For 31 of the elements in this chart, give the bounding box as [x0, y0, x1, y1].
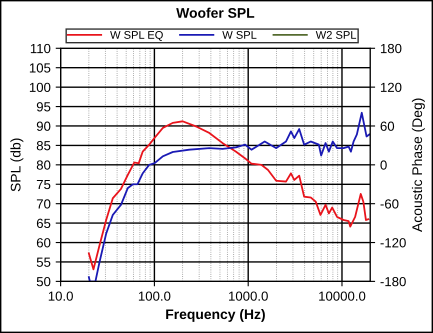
y-tick-label: 55: [36, 258, 50, 267]
y2-tick-label: 120: [380, 82, 402, 92]
x-tick-label: 1000.0: [229, 291, 268, 301]
y-tick-label: 85: [36, 140, 50, 150]
legend-label: W SPL: [222, 31, 256, 39]
y-tick-label: 70: [36, 199, 50, 209]
y2-axis-title: Acoustic Phase (Deg): [412, 98, 425, 232]
x-tick-label: 10.0: [48, 291, 73, 301]
y2-tick-label: 60: [380, 122, 394, 131]
chart-title: Woofer SPL: [176, 8, 254, 18]
y-tick-label: 80: [36, 160, 50, 170]
y-tick-label: 90: [36, 122, 50, 131]
y-tick-label: 65: [36, 218, 50, 228]
x-tick-label: 10000.0: [319, 291, 366, 301]
x-tick-label: 100.0: [138, 291, 170, 301]
y-tick-label: 100: [30, 82, 50, 92]
y-axis-title: SPL (db): [10, 138, 24, 192]
y2-tick-label: -120: [380, 238, 406, 248]
legend-label: W2 SPL: [316, 31, 356, 39]
y-tick-label: 95: [36, 102, 50, 112]
legend-label: W SPL EQ: [110, 31, 163, 41]
y2-tick-label: 180: [380, 44, 402, 54]
y-tick-label: 60: [36, 238, 50, 248]
y-tick-label: 75: [36, 180, 50, 190]
y-tick-label: 105: [30, 63, 50, 73]
y-tick-label: 110: [30, 44, 50, 54]
y2-tick-label: -180: [380, 276, 406, 286]
x-axis-title: Frequency (Hz): [166, 308, 265, 322]
y2-tick-label: 0: [380, 160, 387, 170]
y2-tick-label: -60: [380, 199, 398, 209]
y-tick-label: 50: [36, 276, 50, 286]
